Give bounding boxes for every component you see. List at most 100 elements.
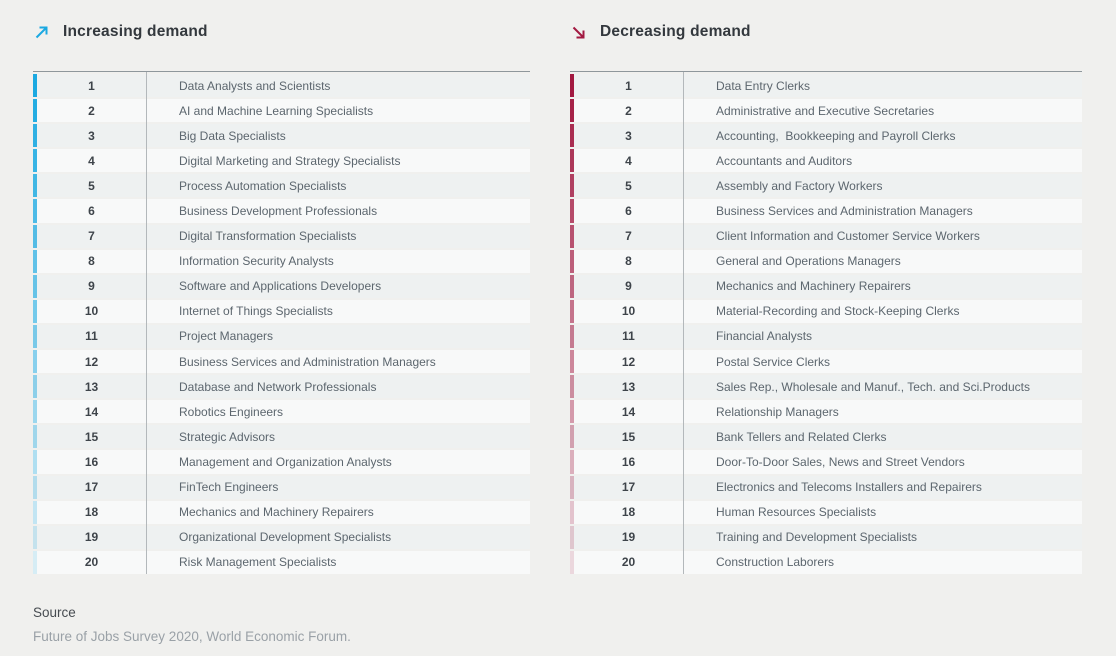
- rank-accent-bar: [570, 174, 574, 198]
- rank-accent-bar: [33, 224, 37, 248]
- rank-accent-bar: [33, 99, 37, 123]
- rank-number: 9: [625, 279, 632, 294]
- table-row: 2 AI and Machine Learning Specialists: [33, 99, 530, 123]
- increasing-demand-title: Increasing demand: [63, 23, 208, 40]
- table-row: 11 Project Managers: [33, 324, 530, 349]
- rank-number: 15: [84, 429, 99, 444]
- rank-number: 12: [621, 354, 636, 369]
- rank-accent-bar: [570, 450, 574, 474]
- table-row: 12 Business Services and Administration M…: [33, 350, 530, 374]
- table-row: 5 Process Automation Specialists: [33, 174, 530, 198]
- role-label: Administrative and Executive Secretaries: [716, 103, 935, 118]
- role-label: Client Information and Customer Service …: [716, 229, 980, 244]
- rank-number: 17: [621, 480, 636, 495]
- role-label: Digital Transformation Specialists: [179, 229, 357, 244]
- source-label: Source: [33, 604, 76, 620]
- table-row: 19 Training and Development Specialists: [570, 525, 1082, 549]
- rank-number: 19: [621, 530, 636, 545]
- rank-accent-bar: [33, 400, 37, 424]
- rank-number: 12: [84, 354, 99, 369]
- decreasing-demand-title: Decreasing demand: [600, 23, 751, 40]
- role-label: Sales Rep., Wholesale and Manuf., Tech. …: [716, 379, 1030, 394]
- rank-accent-bar: [570, 500, 574, 524]
- role-label: Big Data Specialists: [179, 128, 286, 143]
- role-label: Electronics and Telecoms Installers and …: [716, 480, 982, 495]
- role-label: Data Analysts and Scientists: [179, 78, 331, 93]
- rank-accent-bar: [33, 375, 37, 399]
- rank-accent-bar: [570, 249, 574, 273]
- table-row: 5 Assembly and Factory Workers: [570, 174, 1082, 198]
- rank-number: 13: [621, 379, 636, 394]
- role-label: Process Automation Specialists: [179, 178, 347, 193]
- rank-accent-bar: [570, 299, 574, 323]
- rank-number: 2: [625, 103, 632, 118]
- rank-number: 4: [625, 153, 632, 168]
- role-label: Bank Tellers and Related Clerks: [716, 429, 887, 444]
- table-row: 13 Database and Network Professionals: [33, 375, 530, 399]
- role-label: Assembly and Factory Workers: [716, 178, 883, 193]
- table-row: 8 Information Security Analysts: [33, 249, 530, 273]
- rank-accent-bar: [33, 274, 37, 298]
- role-label: Mechanics and Machinery Repairers: [179, 505, 374, 520]
- role-label: Software and Applications Developers: [179, 279, 382, 294]
- source-text: Future of Jobs Survey 2020, World Econom…: [33, 628, 351, 644]
- column-divider: [683, 72, 684, 574]
- role-label: Management and Organization Analysts: [179, 454, 392, 469]
- column-divider: [146, 72, 147, 574]
- table-row: 17 Electronics and Telecoms Installers an…: [570, 475, 1082, 499]
- role-label: Financial Analysts: [716, 329, 813, 344]
- rank-number: 5: [625, 178, 632, 193]
- rank-accent-bar: [33, 249, 37, 273]
- rank-number: 11: [85, 329, 98, 344]
- rank-accent-bar: [570, 400, 574, 424]
- rank-accent-bar: [33, 174, 37, 198]
- increasing-demand-table: 1 Data Analysts and Scientists 2 AI and Mac…: [33, 71, 530, 574]
- table-row: 10 Material-Recording and Stock-Keeping C…: [570, 299, 1082, 323]
- rank-accent-bar: [570, 375, 574, 399]
- rank-accent-bar: [570, 425, 574, 449]
- rank-number: 13: [84, 379, 99, 394]
- rank-number: 5: [88, 178, 95, 193]
- increasing-demand-header: Increasing demand: [33, 20, 530, 44]
- rank-accent-bar: [570, 350, 574, 374]
- table-row: 12 Postal Service Clerks: [570, 350, 1082, 374]
- rank-accent-bar: [570, 324, 574, 349]
- rank-accent-bar: [570, 274, 574, 298]
- table-row: 1 Data Entry Clerks: [570, 74, 1082, 98]
- role-label: General and Operations Managers: [716, 254, 901, 269]
- column-increasing: Increasing demand 1 Data Analysts and Sci…: [33, 20, 530, 574]
- table-row: 14 Robotics Engineers: [33, 400, 530, 424]
- role-label: Strategic Advisors: [179, 429, 276, 444]
- rank-accent-bar: [33, 450, 37, 474]
- role-label: Robotics Engineers: [179, 404, 284, 419]
- rank-number: 6: [88, 204, 95, 219]
- rank-number: 20: [621, 555, 636, 570]
- table-row: 6 Business Development Professionals: [33, 199, 530, 223]
- rank-rows: 1 Data Analysts and Scientists 2 AI and Mac…: [33, 74, 530, 574]
- rank-number: 17: [84, 480, 99, 495]
- role-label: Digital Marketing and Strategy Specialis…: [179, 153, 401, 168]
- rank-rows: 1 Data Entry Clerks 2 Administrative and Ex…: [570, 74, 1082, 574]
- rank-number: 16: [84, 454, 99, 469]
- rank-accent-bar: [33, 124, 37, 148]
- role-label: Risk Management Specialists: [179, 555, 337, 570]
- rank-number: 14: [621, 404, 636, 419]
- table-row: 14 Relationship Managers: [570, 400, 1082, 424]
- rank-number: 18: [621, 505, 636, 520]
- role-label: Training and Development Specialists: [716, 530, 917, 545]
- decreasing-demand-header: Decreasing demand: [570, 20, 1082, 44]
- decreasing-demand-table: 1 Data Entry Clerks 2 Administrative and Ex…: [570, 71, 1082, 574]
- rank-number: 9: [88, 279, 95, 294]
- table-row: 19 Organizational Development Specialists: [33, 525, 530, 549]
- role-label: Accounting, Bookkeeping and Payroll Cler…: [716, 128, 956, 143]
- table-row: 9 Mechanics and Machinery Repairers: [570, 274, 1082, 298]
- table-row: 9 Software and Applications Developers: [33, 274, 530, 298]
- rank-number: 2: [88, 103, 95, 118]
- rank-number: 7: [88, 229, 95, 244]
- role-label: Data Entry Clerks: [716, 78, 811, 93]
- rank-number: 6: [625, 204, 632, 219]
- rank-accent-bar: [33, 74, 37, 98]
- table-row: 11 Financial Analysts: [570, 324, 1082, 349]
- rank-accent-bar: [570, 99, 574, 123]
- table-row: 20 Risk Management Specialists: [33, 550, 530, 574]
